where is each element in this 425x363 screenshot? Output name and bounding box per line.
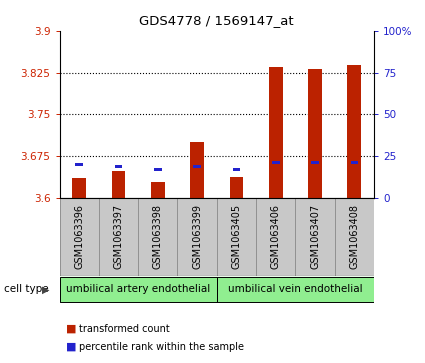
Bar bbox=[60, 277, 217, 302]
Text: GSM1063397: GSM1063397 bbox=[113, 204, 124, 269]
Text: GSM1063398: GSM1063398 bbox=[153, 204, 163, 269]
Bar bbox=[115, 164, 122, 168]
Bar bbox=[190, 142, 204, 198]
Bar bbox=[295, 198, 335, 276]
Bar bbox=[217, 198, 256, 276]
Title: GDS4778 / 1569147_at: GDS4778 / 1569147_at bbox=[139, 14, 294, 27]
Text: GSM1063396: GSM1063396 bbox=[74, 204, 84, 269]
Text: GSM1063408: GSM1063408 bbox=[349, 204, 360, 269]
Text: umbilical artery endothelial: umbilical artery endothelial bbox=[66, 285, 210, 294]
Bar bbox=[99, 198, 138, 276]
Bar bbox=[151, 182, 164, 198]
Text: GSM1063399: GSM1063399 bbox=[192, 204, 202, 269]
Text: ■: ■ bbox=[66, 323, 76, 334]
Bar bbox=[351, 161, 358, 164]
Text: ▶: ▶ bbox=[42, 285, 49, 294]
Bar bbox=[75, 163, 83, 166]
Text: GSM1063407: GSM1063407 bbox=[310, 204, 320, 269]
Text: GSM1063405: GSM1063405 bbox=[231, 204, 241, 269]
Bar bbox=[256, 198, 295, 276]
Bar bbox=[217, 277, 374, 302]
Bar bbox=[112, 171, 125, 198]
Bar bbox=[269, 67, 283, 198]
Bar bbox=[311, 161, 319, 164]
Bar bbox=[217, 277, 374, 302]
Bar bbox=[154, 168, 162, 171]
Bar bbox=[308, 69, 322, 198]
Bar bbox=[60, 277, 217, 302]
Bar bbox=[138, 198, 178, 276]
Text: umbilical vein endothelial: umbilical vein endothelial bbox=[228, 285, 363, 294]
Bar bbox=[232, 168, 240, 171]
Text: GSM1063406: GSM1063406 bbox=[271, 204, 281, 269]
Bar bbox=[178, 198, 217, 276]
Text: cell type: cell type bbox=[4, 285, 49, 294]
Text: ■: ■ bbox=[66, 342, 76, 352]
Bar bbox=[335, 198, 374, 276]
Bar bbox=[193, 164, 201, 168]
Bar bbox=[230, 177, 243, 198]
Text: transformed count: transformed count bbox=[79, 323, 170, 334]
Bar bbox=[348, 65, 361, 198]
Text: percentile rank within the sample: percentile rank within the sample bbox=[79, 342, 244, 352]
Bar bbox=[60, 198, 99, 276]
Bar bbox=[272, 161, 280, 164]
Bar bbox=[72, 178, 86, 198]
